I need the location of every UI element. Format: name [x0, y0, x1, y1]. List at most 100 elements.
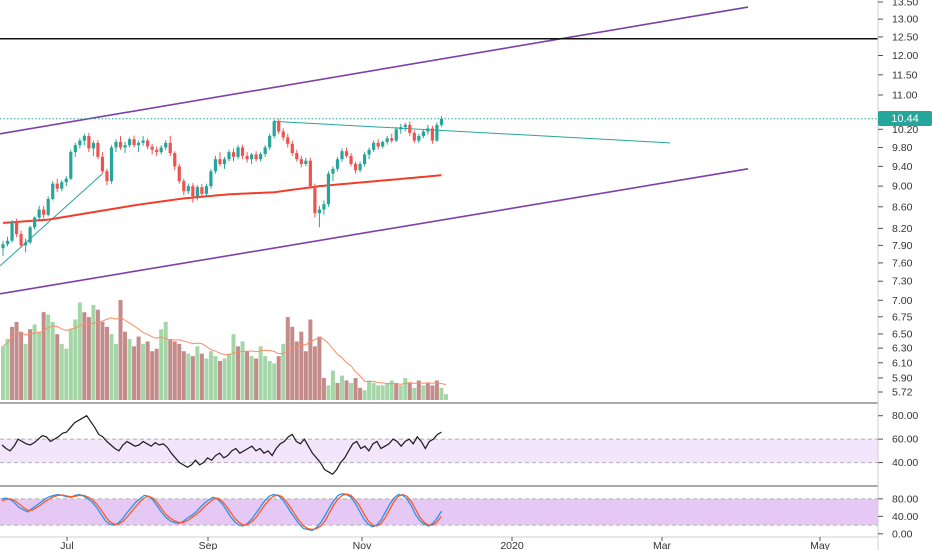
candle[interactable]: [363, 152, 367, 167]
candle[interactable]: [240, 144, 245, 160]
candle[interactable]: [326, 171, 331, 207]
candle[interactable]: [254, 151, 258, 162]
candle[interactable]: [24, 238, 28, 253]
candle[interactable]: [51, 181, 55, 201]
candle[interactable]: [399, 123, 403, 134]
candle[interactable]: [105, 168, 109, 186]
channel-upper-line[interactable]: [0, 6, 749, 135]
candle[interactable]: [331, 166, 335, 182]
candle[interactable]: [313, 183, 317, 218]
candle[interactable]: [14, 218, 19, 237]
candle[interactable]: [322, 200, 326, 215]
candle[interactable]: [222, 156, 227, 169]
candle[interactable]: [286, 133, 290, 148]
candle[interactable]: [353, 161, 358, 174]
candle[interactable]: [123, 141, 127, 154]
candle[interactable]: [150, 143, 154, 155]
time-axis[interactable]: Jul Sep Nov 2020 Mar May: [0, 536, 878, 550]
candle[interactable]: [268, 133, 272, 150]
candle[interactable]: [82, 133, 86, 146]
candle[interactable]: [344, 147, 349, 158]
candle[interactable]: [435, 122, 439, 142]
candle[interactable]: [42, 205, 46, 219]
moving-average-line[interactable]: [2, 174, 442, 224]
candle[interactable]: [408, 121, 412, 137]
candle[interactable]: [403, 122, 407, 132]
stochastic-d-line[interactable]: [1, 493, 442, 531]
candle[interactable]: [227, 149, 231, 162]
candle[interactable]: [295, 149, 299, 162]
candle[interactable]: [177, 163, 181, 184]
candle[interactable]: [299, 155, 303, 168]
candle[interactable]: [127, 137, 132, 148]
candle[interactable]: [376, 139, 380, 150]
candle[interactable]: [317, 205, 321, 228]
candle[interactable]: [236, 145, 240, 160]
candle[interactable]: [430, 125, 434, 144]
channel-lower-line[interactable]: [0, 168, 749, 295]
candle[interactable]: [272, 119, 276, 139]
stochastic-pane[interactable]: [0, 492, 878, 532]
candle[interactable]: [390, 133, 394, 143]
candle[interactable]: [87, 132, 91, 153]
candle[interactable]: [259, 152, 263, 162]
oscillator-line[interactable]: [1, 414, 442, 476]
candle[interactable]: [421, 129, 425, 139]
candle[interactable]: [137, 140, 141, 153]
candle[interactable]: [46, 196, 50, 217]
candle[interactable]: [73, 142, 77, 157]
candle[interactable]: [1, 240, 5, 256]
trendline-falling[interactable]: [274, 120, 671, 144]
candle[interactable]: [245, 152, 249, 163]
candle[interactable]: [91, 140, 95, 156]
candle[interactable]: [69, 149, 73, 181]
candle[interactable]: [64, 176, 68, 187]
candle[interactable]: [394, 127, 398, 142]
candle[interactable]: [186, 183, 190, 194]
candle[interactable]: [33, 216, 37, 230]
candle[interactable]: [281, 128, 285, 141]
candle[interactable]: [100, 152, 105, 174]
candle[interactable]: [5, 236, 10, 247]
candle[interactable]: [37, 205, 41, 220]
candle[interactable]: [358, 161, 362, 173]
candle[interactable]: [168, 136, 172, 156]
candle[interactable]: [412, 130, 416, 143]
candle[interactable]: [385, 136, 389, 145]
candle[interactable]: [159, 145, 163, 155]
candle[interactable]: [231, 148, 236, 162]
candle[interactable]: [96, 140, 100, 160]
candle[interactable]: [439, 116, 444, 128]
candle[interactable]: [367, 147, 371, 160]
price-pane[interactable]: [0, 6, 878, 487]
candle[interactable]: [417, 133, 421, 143]
candle[interactable]: [118, 136, 123, 150]
candle[interactable]: [200, 184, 204, 197]
candle[interactable]: [10, 220, 14, 243]
candle[interactable]: [146, 138, 150, 150]
candle[interactable]: [263, 145, 267, 157]
candle[interactable]: [218, 152, 222, 167]
stochastic-k-line[interactable]: [1, 492, 442, 532]
candle[interactable]: [155, 146, 159, 156]
candle[interactable]: [277, 118, 281, 134]
oscillator-pane[interactable]: [0, 414, 878, 476]
candle[interactable]: [195, 185, 199, 201]
candle[interactable]: [114, 139, 118, 153]
candle[interactable]: [372, 140, 376, 153]
candle[interactable]: [19, 230, 23, 248]
candle[interactable]: [304, 157, 308, 167]
candle[interactable]: [209, 168, 213, 189]
candle[interactable]: [426, 124, 430, 135]
candle[interactable]: [132, 135, 136, 148]
candle[interactable]: [204, 183, 208, 197]
candle[interactable]: [213, 155, 218, 174]
candle[interactable]: [349, 153, 353, 167]
candle[interactable]: [182, 178, 186, 196]
candle[interactable]: [250, 153, 254, 164]
candle[interactable]: [340, 148, 344, 162]
candle[interactable]: [308, 157, 312, 189]
candle[interactable]: [164, 140, 168, 151]
candle[interactable]: [60, 180, 64, 192]
candle[interactable]: [381, 140, 385, 149]
